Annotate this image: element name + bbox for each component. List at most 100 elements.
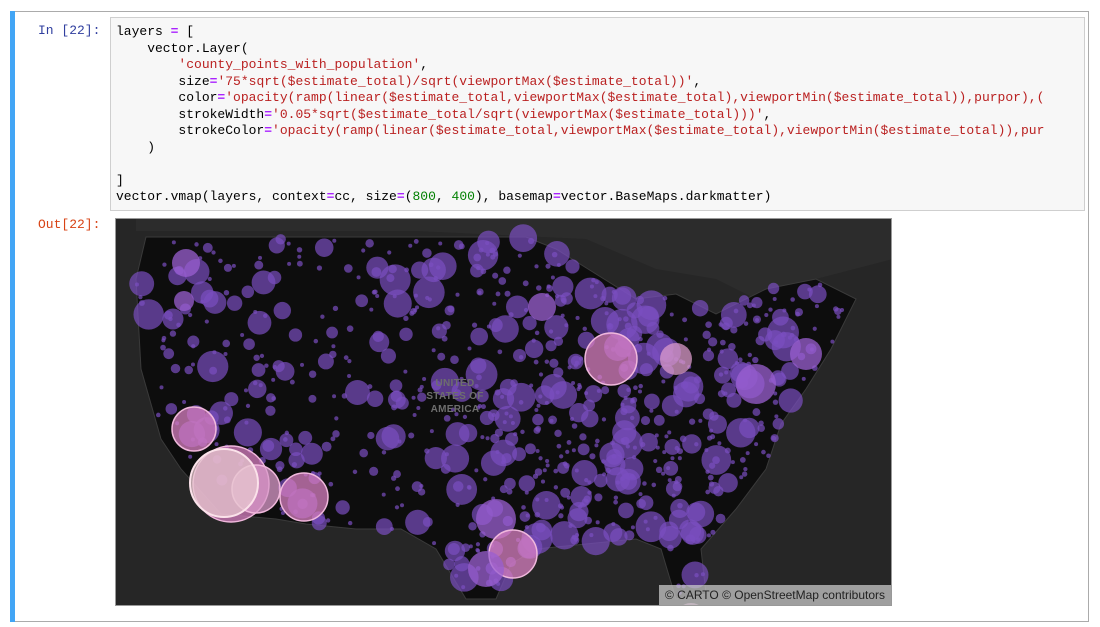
population-point bbox=[666, 466, 671, 471]
output-prompt: Out[22]: bbox=[38, 217, 101, 232]
population-point bbox=[534, 264, 539, 269]
large-population-point bbox=[528, 293, 556, 321]
population-point bbox=[587, 480, 592, 485]
population-point bbox=[211, 250, 216, 255]
population-point bbox=[518, 355, 524, 360]
population-point bbox=[670, 456, 675, 461]
map-output[interactable]: UNITED STATES OF AMERICA © CARTO © OpenS… bbox=[115, 218, 892, 606]
population-point bbox=[492, 272, 499, 279]
population-point bbox=[694, 573, 699, 578]
population-point bbox=[451, 381, 473, 402]
large-population-point bbox=[584, 332, 638, 386]
population-point bbox=[513, 432, 518, 437]
largest-population-point bbox=[189, 448, 259, 518]
population-point bbox=[490, 439, 518, 467]
input-prompt: In [22]: bbox=[38, 23, 101, 38]
population-point bbox=[556, 443, 562, 449]
population-point bbox=[204, 319, 209, 324]
population-point bbox=[649, 408, 654, 413]
population-point bbox=[479, 410, 494, 426]
population-point bbox=[391, 475, 397, 481]
population-point bbox=[417, 387, 423, 393]
population-point bbox=[565, 259, 580, 274]
population-point bbox=[687, 500, 715, 528]
population-point bbox=[573, 363, 578, 368]
population-point bbox=[556, 263, 561, 268]
population-point bbox=[747, 352, 752, 358]
population-point bbox=[702, 408, 714, 420]
code-line: strokeColor='opacity(ramp(linear($estima… bbox=[116, 123, 1084, 140]
population-point bbox=[533, 359, 539, 365]
population-point bbox=[774, 414, 779, 419]
population-point bbox=[459, 376, 464, 381]
population-point bbox=[707, 435, 713, 441]
population-point bbox=[381, 450, 387, 455]
population-point bbox=[544, 359, 550, 364]
population-point bbox=[589, 453, 596, 460]
population-point bbox=[764, 312, 769, 318]
population-point bbox=[730, 460, 735, 465]
population-point bbox=[677, 456, 682, 461]
population-point bbox=[468, 522, 477, 531]
population-point bbox=[814, 304, 819, 309]
population-point bbox=[550, 275, 555, 280]
population-point bbox=[584, 478, 589, 483]
population-point bbox=[467, 239, 499, 271]
population-point bbox=[559, 454, 564, 459]
population-point bbox=[563, 462, 570, 469]
population-point bbox=[214, 442, 219, 447]
population-point bbox=[466, 484, 472, 490]
population-point bbox=[613, 499, 618, 505]
population-point bbox=[332, 430, 340, 438]
population-point bbox=[577, 384, 583, 390]
population-point bbox=[513, 349, 527, 363]
population-point bbox=[162, 262, 167, 267]
population-point bbox=[331, 344, 336, 349]
large-population-point bbox=[174, 291, 194, 311]
population-point bbox=[247, 310, 272, 335]
population-point bbox=[395, 486, 400, 492]
population-point bbox=[317, 353, 334, 370]
code-token: cc, size bbox=[334, 189, 397, 204]
population-point bbox=[739, 417, 760, 439]
population-point bbox=[207, 276, 212, 282]
population-point bbox=[662, 450, 667, 455]
population-point bbox=[558, 513, 564, 519]
map-canvas[interactable] bbox=[116, 219, 892, 606]
population-point bbox=[702, 349, 715, 362]
population-point bbox=[375, 518, 393, 536]
population-point bbox=[534, 408, 539, 413]
population-point bbox=[223, 263, 232, 272]
code-line: strokeWidth='0.05*sqrt($estimate_total/s… bbox=[116, 107, 1084, 124]
population-point bbox=[667, 478, 672, 483]
population-point bbox=[332, 305, 339, 312]
population-point bbox=[386, 274, 395, 283]
population-point bbox=[394, 505, 400, 510]
population-point bbox=[630, 397, 635, 403]
population-point bbox=[443, 558, 455, 571]
population-point bbox=[605, 467, 611, 474]
large-population-point bbox=[279, 472, 329, 522]
population-point bbox=[490, 433, 500, 444]
code-token: layers bbox=[116, 24, 171, 39]
large-population-point bbox=[790, 338, 822, 370]
population-point bbox=[308, 394, 317, 403]
code-editor[interactable]: layers = [ vector.Layer( 'county_points_… bbox=[110, 17, 1085, 211]
population-point bbox=[272, 365, 278, 370]
population-point bbox=[509, 224, 538, 253]
map-attribution[interactable]: © CARTO © OpenStreetMap contributors bbox=[659, 585, 891, 605]
code-token: strokeWidth bbox=[116, 106, 265, 122]
population-point bbox=[494, 389, 501, 396]
population-point bbox=[283, 437, 288, 442]
population-point bbox=[531, 338, 536, 343]
population-point bbox=[797, 283, 813, 300]
population-point bbox=[380, 348, 397, 364]
population-point bbox=[443, 414, 451, 422]
population-point bbox=[795, 311, 800, 317]
population-point bbox=[275, 461, 285, 471]
population-point bbox=[271, 396, 277, 401]
population-point bbox=[738, 357, 743, 362]
population-point bbox=[575, 315, 580, 321]
population-point bbox=[480, 435, 485, 440]
large-population-point bbox=[660, 343, 692, 375]
